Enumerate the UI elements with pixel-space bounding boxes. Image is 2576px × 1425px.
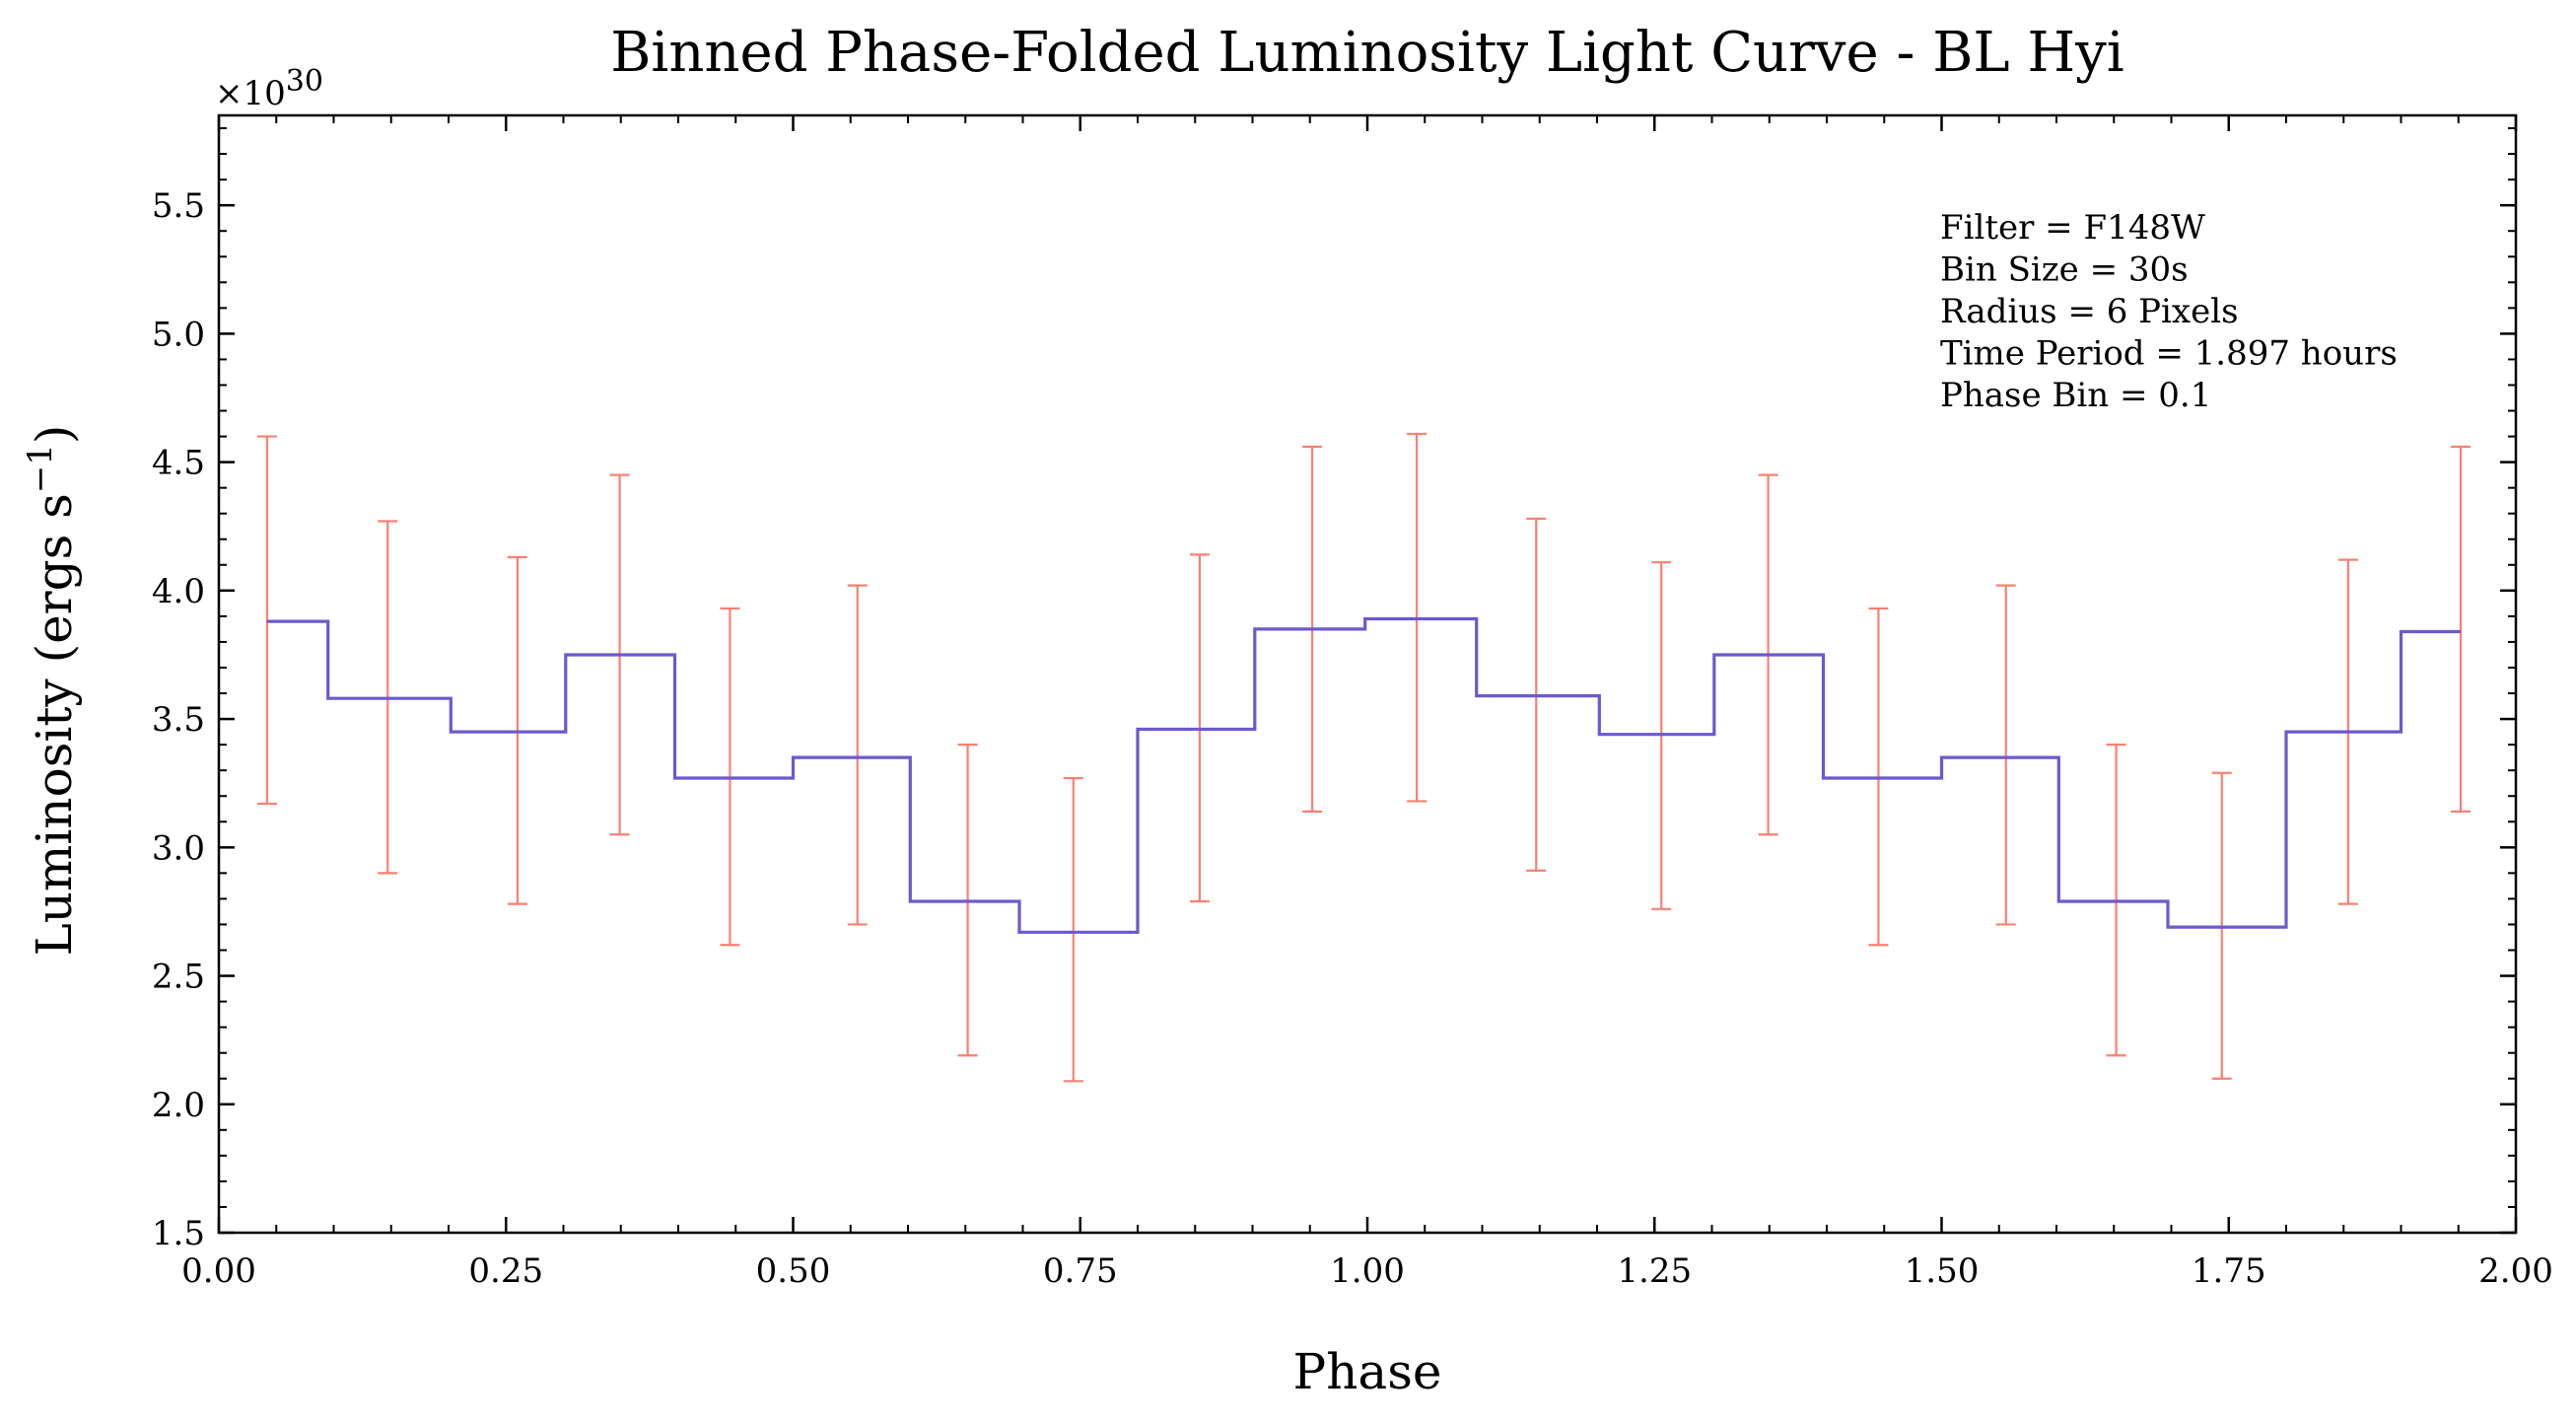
y-tick-label: 5.5 [152,186,205,226]
annotation-line: Time Period = 1.897 hours [1940,334,2398,374]
y-tick-label: 4.0 [152,572,205,611]
y-tick-label: 3.0 [152,828,205,868]
y-axis-label-exponent: −1 [21,444,60,493]
x-tick-label: 1.50 [1905,1251,1980,1291]
y-tick-label: 2.0 [152,1086,205,1125]
y-offset-base: ×10 [215,74,286,113]
y-tick-label: 2.5 [152,958,205,997]
step-line-series [266,616,2462,934]
y-tick-label: 4.5 [152,444,205,483]
svg-text:Luminosity (ergs s−1): Luminosity (ergs s−1) [21,425,83,957]
y-axis-offset-text: ×1030 [215,64,323,113]
x-tick-label: 2.00 [2478,1251,2553,1291]
annotation-line: Bin Size = 30s [1940,250,2189,290]
x-axis-label: Phase [1293,1343,1442,1400]
chart-title: Binned Phase-Folded Luminosity Light Cur… [610,21,2123,85]
luminosity-step-line [266,616,2462,934]
x-tick-label: 0.50 [756,1251,831,1291]
axis-ticks: 0.00 0.25 0.50 0.75 1.00 1.25 1.50 1.75 2.00 1.5 2… [152,115,2553,1291]
plot-frame [217,113,2518,1235]
y-tick-label: 1.5 [152,1214,205,1253]
y-axis-label: Luminosity (ergs s−1) [21,425,83,957]
annotation-line: Radius = 6 Pixels [1940,292,2239,331]
y-offset-exponent: 30 [286,64,323,99]
y-axis-label-main: Luminosity (ergs s [26,493,83,956]
x-tick-label: 1.75 [2192,1251,2266,1291]
x-tick-label: 0.00 [181,1251,256,1291]
y-tick-label: 5.0 [152,315,205,354]
x-tick-label: 1.25 [1617,1251,1692,1291]
error-bars [256,432,2472,1083]
annotation-line: Phase Bin = 0.1 [1940,376,2211,415]
y-axis-label-close: ) [26,425,83,445]
x-tick-label: 0.75 [1043,1251,1118,1291]
annotation-line: Filter = F148W [1940,208,2205,248]
x-tick-label: 1.00 [1330,1251,1405,1291]
y-tick-label: 3.5 [152,700,205,740]
x-tick-label: 0.25 [468,1251,543,1291]
